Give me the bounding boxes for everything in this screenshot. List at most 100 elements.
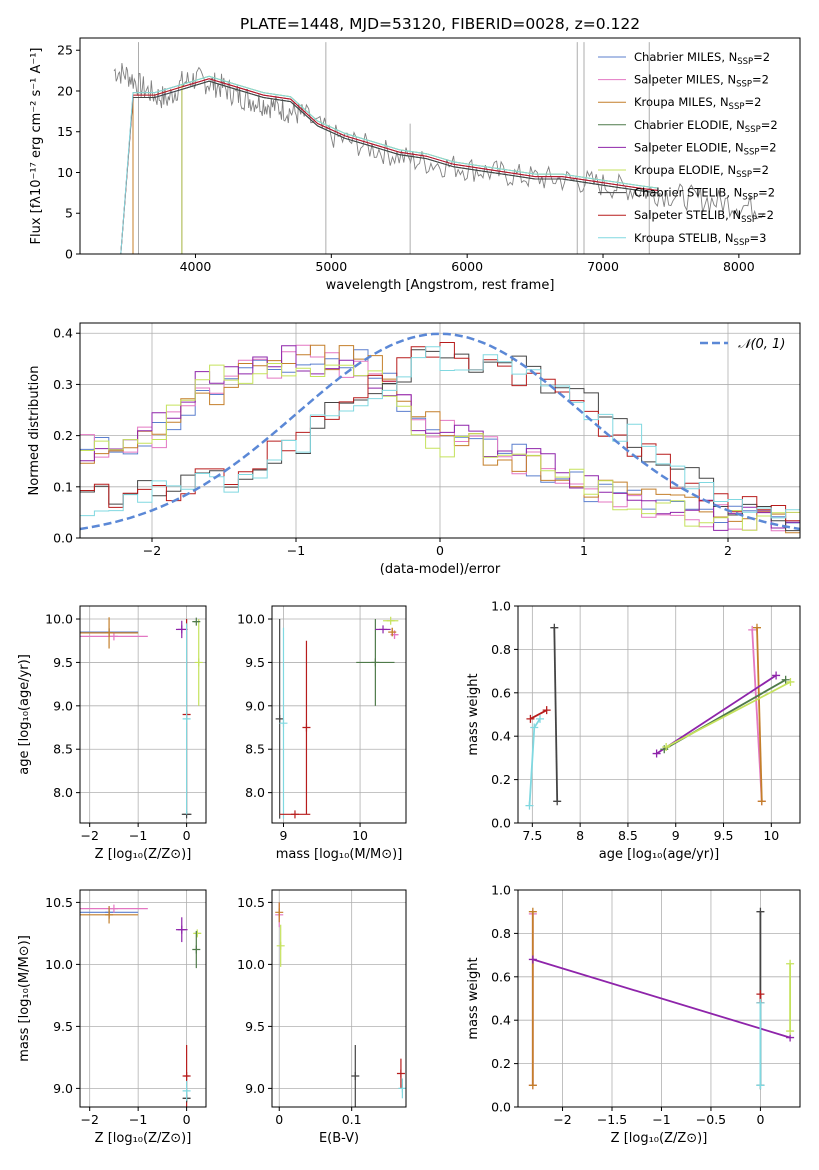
weight-point	[757, 797, 766, 806]
x-tick-label: −1	[129, 828, 147, 843]
plot-area	[80, 904, 202, 1107]
model-line	[120, 75, 658, 254]
y-tick-label: 10.0	[237, 957, 265, 972]
weight-point	[786, 959, 795, 968]
y-tick-label: 0.0	[53, 531, 73, 546]
x-tick-label: −2	[80, 828, 98, 843]
legend-subscript: SSP	[744, 147, 760, 157]
x-tick-label: 10	[352, 828, 368, 843]
data-point	[388, 628, 397, 637]
x-tick-label: 2	[724, 543, 732, 558]
weight-point	[652, 749, 661, 758]
y-tick-label: 10	[57, 165, 73, 180]
legend-label: Kroupa MILES, NSSP=2	[634, 95, 761, 112]
legend-subscript: SSP	[745, 125, 761, 135]
weight-point	[786, 677, 795, 686]
x-tick-label: 10	[763, 828, 779, 843]
legend-value: =2	[761, 118, 778, 132]
x-tick-label: −1	[129, 1112, 147, 1127]
weight-line	[529, 709, 548, 720]
legend-value: =2	[760, 140, 777, 154]
model-line	[132, 80, 658, 254]
legend-label: Chabrier ELODIE, NSSP=2	[634, 118, 778, 135]
legend-label: Chabrier STELIB, NSSP=2	[634, 186, 775, 203]
y-tick-label: 0.3	[53, 377, 73, 392]
y-tick-label: 0.4	[491, 1013, 511, 1028]
weight-point	[772, 671, 781, 680]
y-tick-label: 9.5	[245, 1019, 265, 1034]
y-tick-label: 1.0	[491, 883, 511, 898]
data-point	[182, 714, 191, 723]
x-tick-label: 4000	[180, 259, 212, 274]
histogram-line	[80, 363, 800, 531]
x-tick-label: 0	[275, 1112, 283, 1127]
legend-subscript: SSP	[737, 57, 753, 67]
panel-z-weight: −2 −1.5 −1 −0.5 0 0.0 0.2 0.4 0.6 0.8 1.0 Z [log₁₀(…	[466, 883, 801, 1146]
y-tick-label: 0.1	[53, 479, 73, 494]
x-tick-label: 7000	[587, 259, 619, 274]
x-tick-label: 9	[280, 828, 288, 843]
weight-point	[530, 723, 539, 732]
x-axis-label: age [log₁₀(age/yr)]	[599, 847, 720, 862]
y-tick-label: 0	[65, 247, 73, 262]
axes-frame	[79, 605, 207, 824]
legend-label: Kroupa STELIB, NSSP=3	[634, 231, 766, 248]
y-tick-label: 10.0	[45, 957, 73, 972]
x-tick-label: 9	[672, 828, 680, 843]
x-axis-label: mass [log₁₀(M/M⊙)]	[276, 847, 403, 862]
x-tick-label: −2	[80, 1112, 98, 1127]
data-point	[177, 925, 186, 934]
data-point	[386, 616, 395, 625]
y-tick-label: 9.0	[53, 698, 73, 713]
data-point	[109, 904, 118, 913]
x-tick-label: −0.5	[696, 1112, 726, 1127]
y-tick-label: 0.6	[491, 685, 511, 700]
y-tick-label: 8.5	[53, 742, 73, 757]
data-point	[182, 1072, 191, 1080]
legend-subscript: SSP	[729, 102, 745, 112]
weight-point	[526, 714, 535, 723]
x-tick-label: 0	[756, 1112, 764, 1127]
y-tick-label: 10.0	[237, 612, 265, 627]
legend-subscript: SSP	[736, 80, 752, 90]
y-tick-label: 0.4	[53, 326, 73, 341]
data-point	[193, 929, 202, 938]
data-point	[398, 1084, 406, 1093]
panel-ebv-mass: 0 0.1 9.0 9.5 10.0 10.5 E(B-V)	[237, 889, 407, 1146]
weight-point	[528, 907, 537, 916]
y-tick-label: 9.5	[53, 1019, 73, 1034]
data-point	[105, 628, 114, 637]
y-tick-label: 5	[65, 206, 73, 221]
panel-residuals: −2 −1 0 1 2 0.0 0.1 0.2 0.3 0.4 (data-model)/error…	[27, 322, 801, 577]
y-tick-label: 25	[57, 43, 73, 58]
x-tick-label: 8.5	[618, 828, 638, 843]
weight-line	[532, 958, 791, 1039]
figure-title: PLATE=1448, MJD=53120, FIBERID=0028, z=0…	[240, 15, 640, 33]
panel-mass-age: 9 10 8.0 8.5 9.0 9.5 10.0 mass [log₁₀(M/M⊙)]	[237, 605, 407, 862]
y-tick-label: 0.0	[491, 1100, 511, 1115]
weight-point	[748, 625, 757, 634]
y-axis-label: mass [log₁₀(M/M⊙)]	[17, 935, 32, 1062]
axes-frame	[517, 889, 801, 1108]
plot-area	[113, 42, 765, 254]
legend-label: Salpeter STELIB, NSSP=2	[634, 208, 774, 225]
plot-area	[80, 332, 800, 534]
y-tick-label: 10.5	[237, 895, 265, 910]
model-line	[181, 80, 658, 254]
weight-point	[542, 706, 551, 715]
x-tick-label: −1.5	[597, 1112, 627, 1127]
plot-area	[528, 907, 795, 1090]
y-axis-label: mass weight	[466, 673, 481, 755]
plot-area	[80, 617, 203, 819]
panel-age-weight: 7.5 8 8.5 9 9.5 10 0.0 0.2 0.4 0.6 0.8 1.0 age [log₁…	[466, 599, 801, 862]
data-point	[177, 625, 186, 634]
data-point	[105, 910, 114, 919]
y-tick-label: 10.5	[45, 895, 73, 910]
data-point	[182, 1086, 191, 1095]
weight-line	[553, 627, 559, 802]
weight-point	[752, 623, 761, 632]
weight-point	[662, 743, 671, 752]
x-tick-label: 7.5	[522, 828, 542, 843]
legend-value: =2	[753, 50, 770, 64]
